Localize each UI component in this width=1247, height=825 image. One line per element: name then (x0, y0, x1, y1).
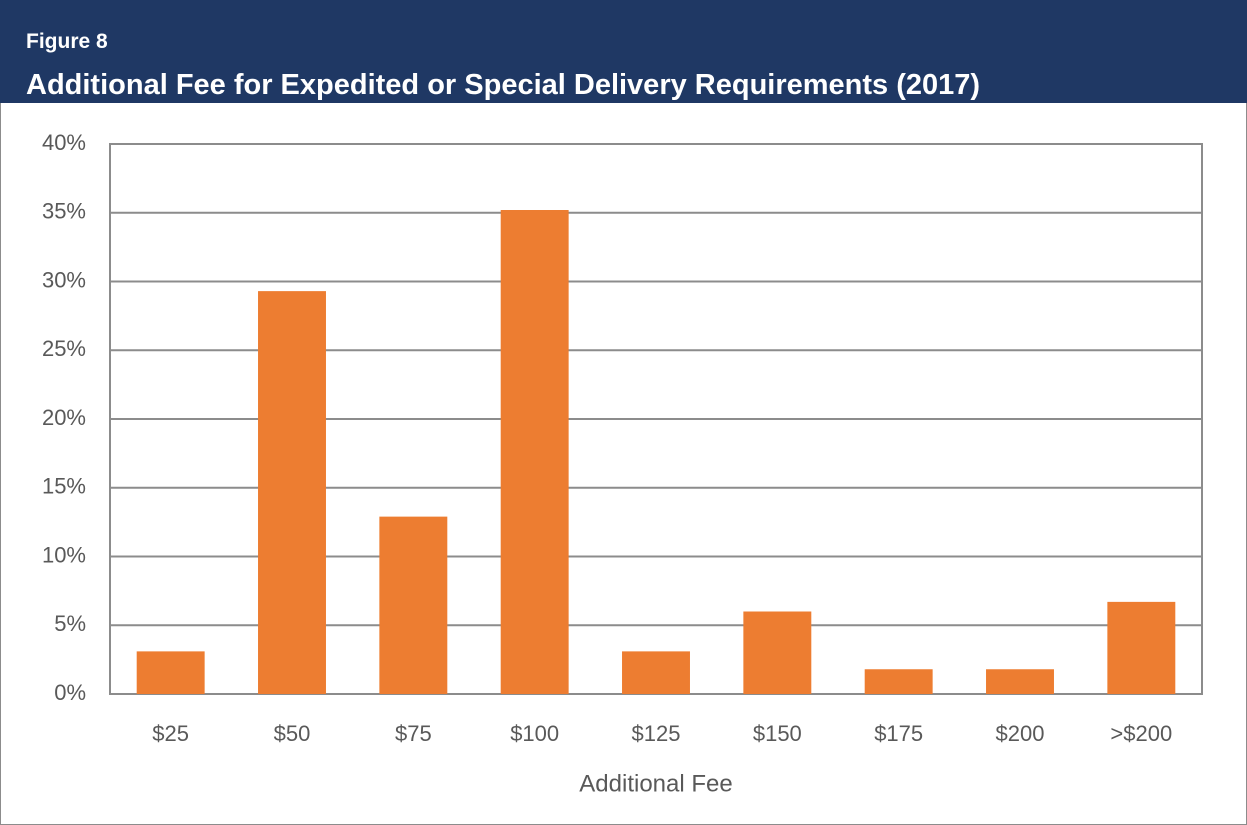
bar (743, 611, 812, 694)
bar (136, 651, 205, 694)
bar (1107, 601, 1176, 694)
header-band (0, 0, 1247, 103)
bar (986, 669, 1054, 694)
y-tick-label: 10% (42, 542, 86, 567)
bar (864, 669, 933, 694)
x-tick-label: $175 (874, 721, 923, 746)
y-tick-label: 5% (54, 611, 86, 636)
y-tick-label: 40% (42, 130, 86, 155)
chart-title: Additional Fee for Expedited or Special … (26, 69, 980, 101)
x-tick-label: >$200 (1110, 721, 1172, 746)
bar (379, 516, 448, 694)
x-tick-label: $150 (753, 721, 802, 746)
x-axis-title: Additional Fee (579, 770, 732, 797)
bar (622, 651, 690, 694)
x-tick-label: $50 (274, 721, 311, 746)
y-tick-label: 20% (42, 405, 86, 430)
y-tick-label: 0% (54, 680, 86, 705)
x-tick-label: $75 (395, 721, 432, 746)
x-tick-label: $200 (996, 721, 1045, 746)
bar (500, 210, 569, 694)
y-tick-label: 25% (42, 336, 86, 361)
figure-label: Figure 8 (26, 30, 108, 53)
x-tick-label: $25 (152, 721, 189, 746)
x-tick-label: $125 (632, 721, 681, 746)
y-tick-label: 15% (42, 474, 86, 499)
x-tick-label: $100 (510, 721, 559, 746)
y-tick-label: 35% (42, 199, 86, 224)
bar (258, 291, 326, 694)
y-tick-label: 30% (42, 267, 86, 292)
